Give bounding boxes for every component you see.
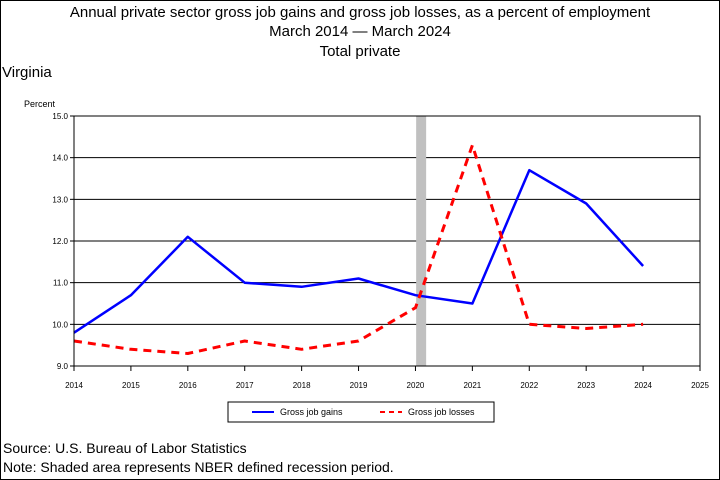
x-tick-label-2: 2016 — [179, 381, 197, 390]
x-tick-label-4: 2018 — [293, 381, 311, 390]
recession-bar — [416, 116, 427, 366]
y-axis-label: Percent — [24, 99, 56, 109]
series-line-gross-job-losses — [73, 143, 644, 355]
region-label: Virginia — [2, 64, 52, 81]
x-tick-label-5: 2019 — [350, 381, 368, 390]
x-tick-label-1: 2015 — [122, 381, 140, 390]
x-tick-label-7: 2021 — [463, 381, 481, 390]
legend: Gross job gains Gross job losses — [227, 401, 495, 423]
series-lines — [73, 143, 645, 355]
x-tick-label-9: 2023 — [577, 381, 595, 390]
chart-title-line-1: Annual private sector gross job gains an… — [69, 4, 651, 21]
y-tick-label-5: 14.0 — [52, 154, 68, 163]
y-tick-label-4: 13.0 — [52, 195, 68, 204]
y-tick-label-6: 15.0 — [52, 112, 68, 121]
legend-label-1: Gross job losses — [408, 407, 475, 417]
x-tick-label-11: 2025 — [691, 381, 709, 390]
y-tick-label-1: 10.0 — [52, 320, 68, 329]
x-tick-label-0: 2014 — [65, 381, 83, 390]
legend-box — [227, 401, 495, 423]
source-note: Source: U.S. Bureau of Labor Statistics — [3, 440, 247, 456]
x-tick-label-10: 2024 — [634, 381, 652, 390]
y-tick-label-0: 9.0 — [57, 362, 69, 371]
x-tick-label-6: 2020 — [407, 381, 425, 390]
y-tick-label-3: 12.0 — [52, 237, 68, 246]
chart-title-line-2: March 2014 — March 2024 — [269, 23, 451, 40]
recession-note: Note: Shaded area represents NBER define… — [3, 459, 394, 475]
axis-ticks: 9.0 10.0 11.0 12.0 13.0 14.0 15.0 2014 2015 2016 2… — [52, 112, 709, 390]
series-line-gross-job-gains — [73, 168, 645, 334]
x-tick-label-8: 2022 — [520, 381, 538, 390]
x-tick-label-3: 2017 — [236, 381, 254, 390]
recession-shading — [416, 116, 427, 366]
legend-label-0: Gross job gains — [280, 407, 343, 417]
chart-title-line-3: Total private — [319, 43, 401, 60]
y-tick-label-2: 11.0 — [53, 279, 69, 288]
